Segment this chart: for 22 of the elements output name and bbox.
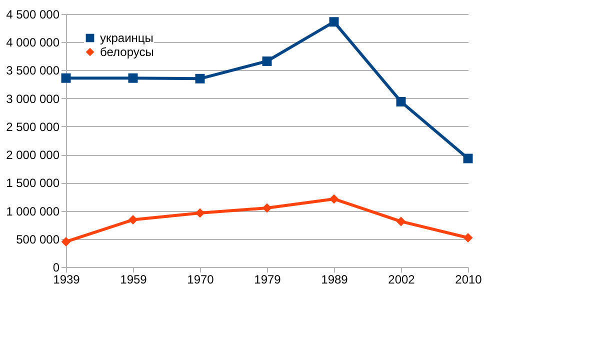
y-tick-label: 1 500 000	[6, 176, 60, 190]
x-tick-label: 1970	[187, 272, 214, 286]
x-tick-label: 2002	[388, 272, 416, 286]
y-tick-label: 2 500 000	[6, 120, 60, 134]
y-tick-label: 1 000 000	[6, 204, 60, 218]
x-tick-label: 1939	[53, 272, 80, 286]
y-tick-label: 500 000	[16, 232, 60, 246]
point	[463, 233, 473, 243]
point	[128, 215, 138, 225]
x-tick-label: 1959	[120, 272, 148, 286]
y-tick-label: 3 500 000	[6, 64, 60, 78]
x-tick-label: 1989	[321, 272, 348, 286]
y-tick-label: 4 000 000	[6, 36, 60, 50]
y-tick-label: 4 500 000	[6, 8, 60, 22]
y-tick-label: 0	[52, 260, 60, 274]
x-tick-label: 2010	[455, 272, 482, 286]
x-tick-label: 1979	[254, 272, 282, 286]
y-tick-label: 3 000 000	[6, 92, 60, 106]
legend-label: белорусы	[100, 45, 154, 59]
point	[262, 56, 272, 66]
y-tick-label: 2 000 000	[6, 148, 60, 162]
legend-label: украинцы	[100, 31, 154, 45]
